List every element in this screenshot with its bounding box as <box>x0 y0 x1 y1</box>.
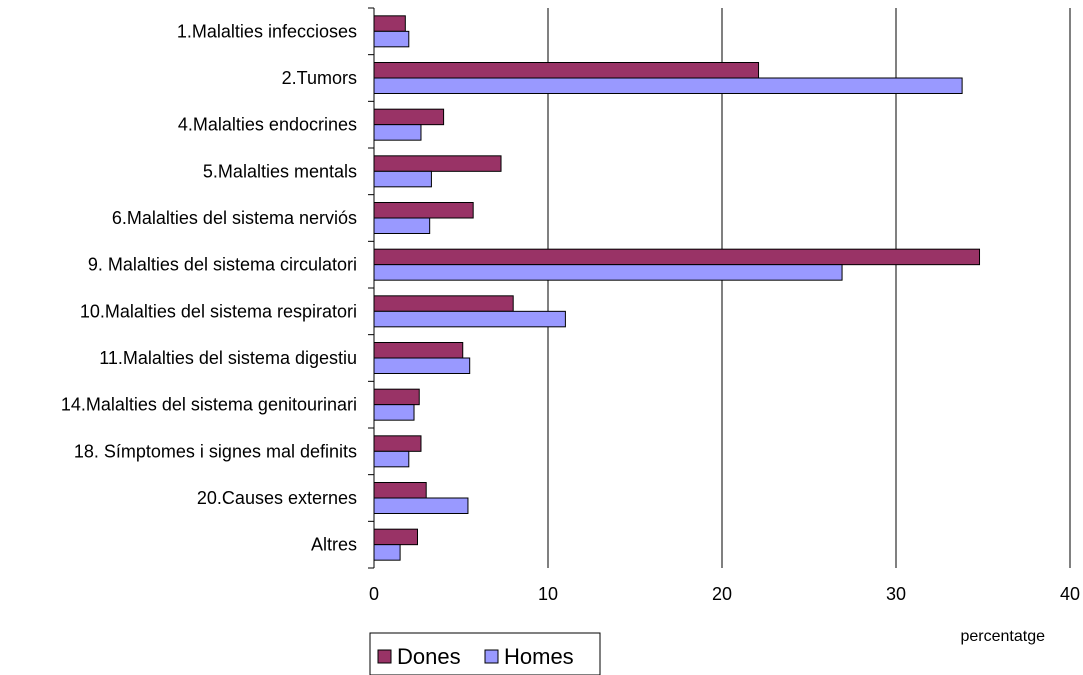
legend: Dones Homes <box>369 632 601 675</box>
bar-dones <box>373 62 760 79</box>
bar-dones <box>373 155 502 172</box>
category-label: 4.Malalties endocrines <box>178 115 357 135</box>
category-label: 9. Malalties del sistema circulatori <box>88 255 357 275</box>
bar-homes <box>373 77 963 94</box>
bar-homes <box>373 30 410 48</box>
x-tick-label: 10 <box>538 584 558 604</box>
category-label: 2.Tumors <box>282 68 357 88</box>
category-label: 20.Causes externes <box>197 488 357 508</box>
bar-homes <box>373 217 431 234</box>
category-label: 14.Malalties del sistema genitourinari <box>61 395 357 415</box>
legend-label-homes: Homes <box>504 644 574 669</box>
category-label: 10.Malalties del sistema respiratori <box>80 301 357 321</box>
bar-homes <box>373 124 422 141</box>
category-label: 11.Malalties del sistema digestiu <box>99 348 357 368</box>
bar-dones <box>373 388 420 406</box>
bar-dones <box>373 528 418 546</box>
bar-homes <box>373 450 410 468</box>
bar-dones <box>373 295 514 312</box>
category-label: 6.Malalties del sistema nerviós <box>112 208 357 228</box>
bar-homes <box>373 357 471 374</box>
x-tick-label: 0 <box>369 584 379 604</box>
bar-homes <box>373 404 415 421</box>
bar-homes <box>373 264 843 281</box>
legend-swatch-homes <box>484 649 499 664</box>
bar-dones <box>373 108 445 126</box>
bars <box>373 15 981 561</box>
category-label: Altres <box>311 535 357 555</box>
bar-dones <box>373 435 422 452</box>
x-tick-label: 40 <box>1060 584 1080 604</box>
category-label: 18. Símptomes i signes mal definits <box>74 441 357 461</box>
bar-dones <box>373 342 464 359</box>
bar-homes <box>373 170 432 188</box>
x-tick-label: 20 <box>712 584 732 604</box>
bar-homes <box>373 497 469 514</box>
bar-homes <box>373 544 401 561</box>
category-label: 5.Malalties mentals <box>203 161 357 181</box>
x-axis-label: percentatge <box>960 628 1045 645</box>
bar-homes <box>373 310 566 328</box>
axes <box>368 7 375 569</box>
category-label: 1.Malalties infeccioses <box>177 21 357 41</box>
tick-labels: 0 10 20 30 40 <box>369 584 1080 604</box>
bar-dones <box>373 482 427 499</box>
legend-label-dones: Dones <box>397 644 461 669</box>
legend-swatch-dones <box>377 649 392 664</box>
bar-dones <box>373 15 406 32</box>
gridlines <box>547 8 1071 568</box>
bar-dones <box>373 202 474 219</box>
bar-dones <box>373 248 981 266</box>
x-tick-label: 30 <box>886 584 906 604</box>
category-labels: 1.Malalties infeccioses 2.Tumors 4.Malalti… <box>61 21 357 554</box>
